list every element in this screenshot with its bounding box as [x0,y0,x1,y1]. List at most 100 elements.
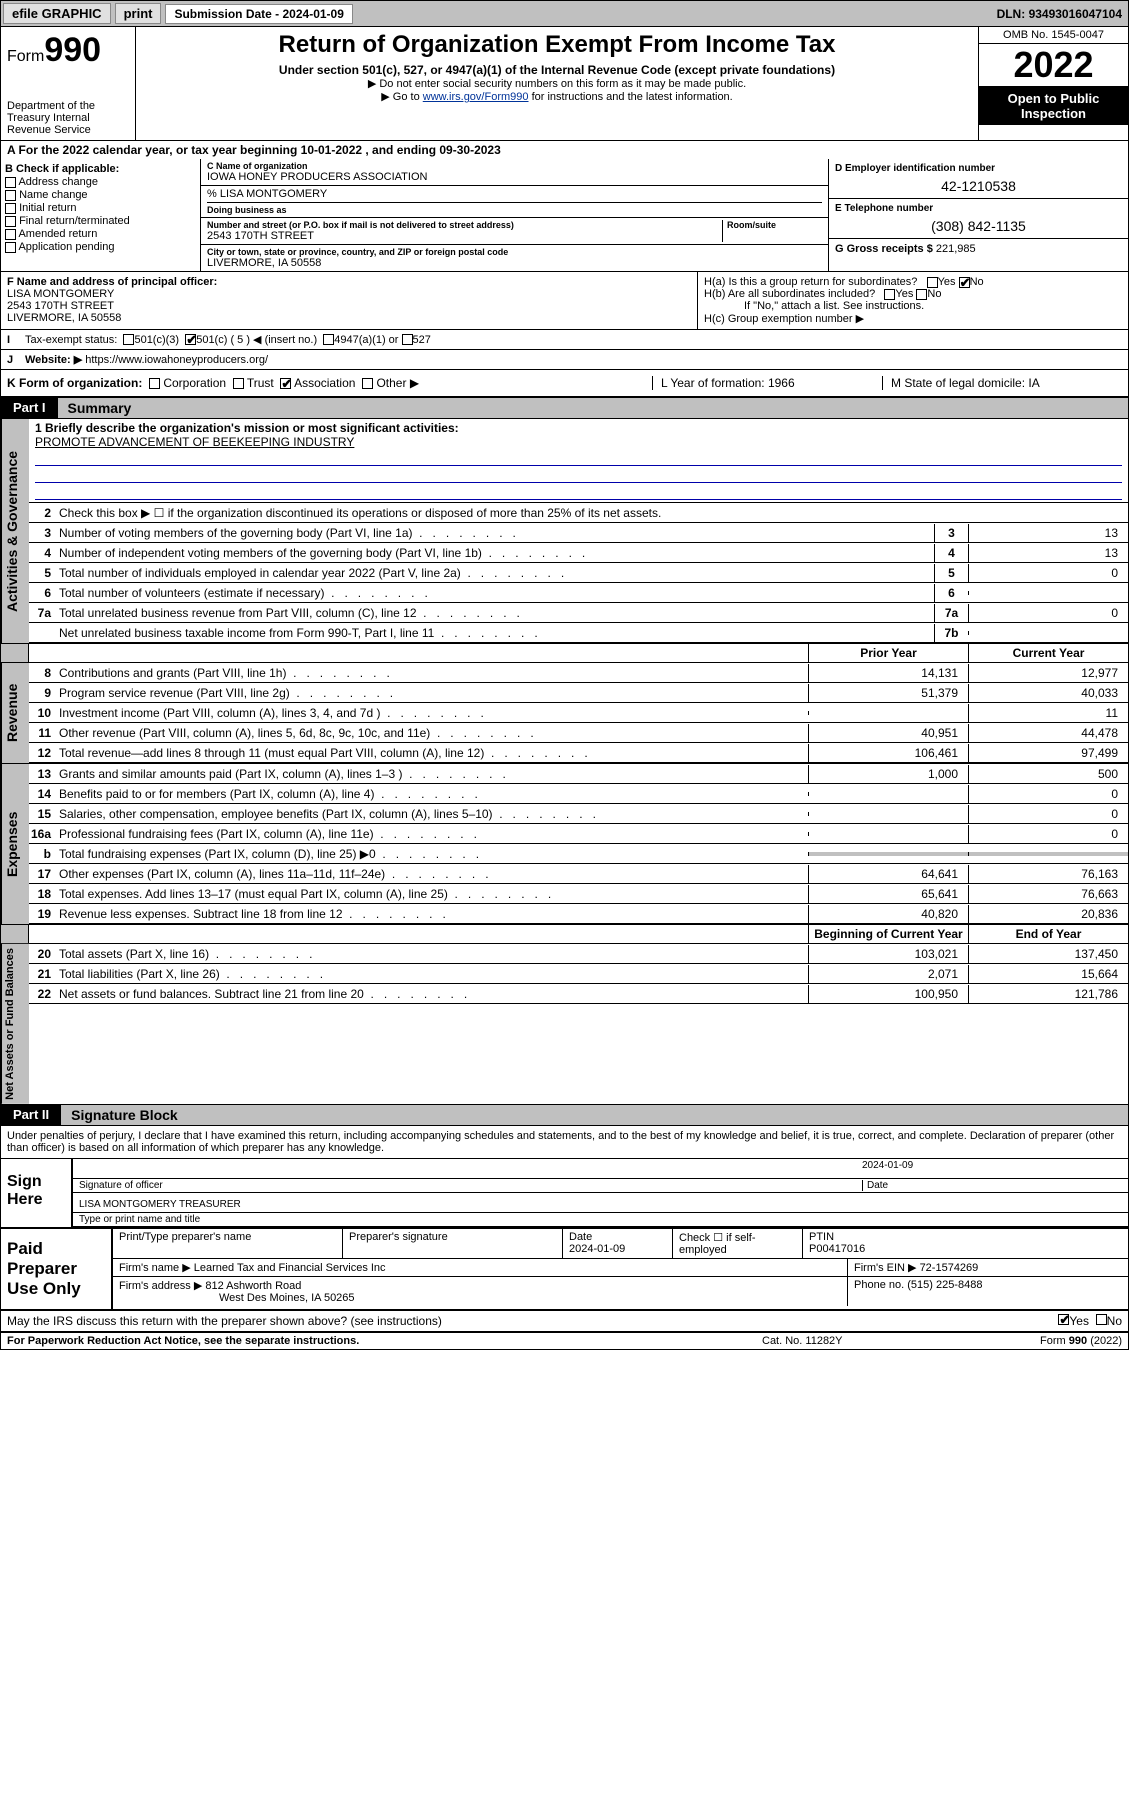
ptin: P00417016 [809,1243,865,1255]
line-9-current: 40,033 [968,684,1128,702]
line-10-desc: Investment income (Part VIII, column (A)… [55,704,808,722]
ha-yes[interactable] [927,277,938,288]
dept-label: Department of the Treasury Internal Reve… [7,100,129,136]
chk-initial-return[interactable] [5,203,16,214]
sig-date-label: Date [862,1180,1122,1191]
discuss-yes[interactable] [1058,1314,1069,1325]
mission-text: PROMOTE ADVANCEMENT OF BEEKEEPING INDUST… [35,435,1122,449]
topbar: efile GRAPHIC print Submission Date - 20… [0,0,1129,27]
line-14-current: 0 [968,785,1128,803]
hb-yes[interactable] [884,289,895,300]
line-9-prior: 51,379 [808,684,968,702]
phone-value: (308) 842-1135 [835,214,1122,234]
paid-preparer-label: Paid Preparer Use Only [1,1229,111,1309]
line-9-desc: Program service revenue (Part VIII, line… [55,684,808,702]
line-10-current: 11 [968,704,1128,722]
ein-label: D Employer identification number [835,163,1122,174]
block-b: B Check if applicable: Address change Na… [1,159,201,271]
line-7a-value: 0 [968,604,1128,622]
line-6-value [968,591,1128,595]
line-11-current: 44,478 [968,724,1128,742]
form-footer: Form 990 (2022) [962,1335,1122,1347]
firm-phone: (515) 225-8488 [907,1279,982,1291]
chk-assoc[interactable] [280,378,291,389]
line-22-desc: Net assets or fund balances. Subtract li… [55,985,808,1003]
line-12-current: 97,499 [968,744,1128,762]
discuss-no[interactable] [1096,1314,1107,1325]
chk-pending[interactable] [5,242,16,253]
chk-corp[interactable] [149,378,160,389]
line-5-desc: Total number of individuals employed in … [55,564,934,582]
block-h: H(a) Is this a group return for subordin… [698,272,1128,329]
line-22-current: 121,786 [968,985,1128,1003]
current-year-hdr: Current Year [968,644,1128,662]
chk-4947[interactable] [323,334,334,345]
irs-link[interactable]: www.irs.gov/Form990 [423,91,529,103]
line-4-desc: Number of independent voting members of … [55,544,934,562]
efile-btn[interactable]: efile GRAPHIC [3,3,111,24]
signature-declaration: Under penalties of perjury, I declare th… [1,1126,1128,1159]
ha-no[interactable] [959,277,970,288]
line-18-current: 76,663 [968,885,1128,903]
line-19-current: 20,836 [968,905,1128,923]
line-19-desc: Revenue less expenses. Subtract line 18 … [55,905,808,923]
website-value: https://www.iowahoneyproducers.org/ [85,354,268,366]
chk-other[interactable] [362,378,373,389]
form-subtitle: Under section 501(c), 527, or 4947(a)(1)… [142,63,972,77]
line-b-current [968,852,1128,856]
line-20-desc: Total assets (Part X, line 16) [55,945,808,963]
form-header: Form990 Department of the Treasury Inter… [1,27,1128,141]
end-year-hdr: End of Year [968,925,1128,943]
line-12-prior: 106,461 [808,744,968,762]
chk-501c[interactable] [185,334,196,345]
chk-address-change[interactable] [5,177,16,188]
street-address: 2543 170TH STREET [207,230,722,242]
begin-year-hdr: Beginning of Current Year [808,925,968,943]
omb-number: OMB No. 1545-0047 [979,27,1128,44]
form-title: Return of Organization Exempt From Incom… [142,31,972,59]
hb-no[interactable] [916,289,927,300]
legal-domicile: M State of legal domicile: IA [882,376,1122,390]
firm-name: Learned Tax and Financial Services Inc [194,1262,386,1274]
block-f: F Name and address of principal officer:… [1,272,698,329]
line-8-current: 12,977 [968,664,1128,682]
line-17-current: 76,163 [968,865,1128,883]
line-8-prior: 14,131 [808,664,968,682]
line-15-desc: Salaries, other compensation, employee b… [55,805,808,823]
org-name: IOWA HONEY PRODUCERS ASSOCIATION [207,171,822,183]
line-6-desc: Total number of volunteers (estimate if … [55,584,934,602]
line-18-prior: 65,641 [808,885,968,903]
line-7b-desc: Net unrelated business taxable income fr… [55,624,934,642]
vtab-netassets: Net Assets or Fund Balances [1,944,29,1104]
line-19-prior: 40,820 [808,905,968,923]
chk-amended[interactable] [5,229,16,240]
inspection-notice: Open to Public Inspection [979,87,1128,125]
sign-here-label: Sign Here [1,1159,71,1227]
chk-name-change[interactable] [5,190,16,201]
chk-527[interactable] [402,334,413,345]
line-13-current: 500 [968,765,1128,783]
part-i-header: Part I [1,398,58,418]
line-1-label: 1 Briefly describe the organization's mi… [35,421,1122,435]
line-3-value: 13 [968,524,1128,542]
pra-notice: For Paperwork Reduction Act Notice, see … [7,1335,762,1347]
line-3-desc: Number of voting members of the governin… [55,524,934,542]
tax-exempt-label: Tax-exempt status: [25,334,117,346]
print-btn[interactable]: print [115,3,162,24]
city-state-zip: LIVERMORE, IA 50558 [207,257,822,269]
line-4-value: 13 [968,544,1128,562]
vtab-governance: Activities & Governance [1,419,29,643]
line-10-prior [808,711,968,715]
line-14-desc: Benefits paid to or for members (Part IX… [55,785,808,803]
part-ii-header: Part II [1,1105,61,1125]
line-18-desc: Total expenses. Add lines 13–17 (must eq… [55,885,808,903]
line-20-current: 137,450 [968,945,1128,963]
officer-sig-label: Signature of officer [79,1180,862,1191]
chk-501c3[interactable] [123,334,134,345]
line-b-desc: Total fundraising expenses (Part IX, col… [55,845,808,863]
chk-trust[interactable] [233,378,244,389]
firm-addr1: 812 Ashworth Road [205,1280,301,1292]
line-7a-desc: Total unrelated business revenue from Pa… [55,604,934,622]
ssn-warning: ▶ Do not enter social security numbers o… [142,77,972,90]
chk-final-return[interactable] [5,216,16,227]
